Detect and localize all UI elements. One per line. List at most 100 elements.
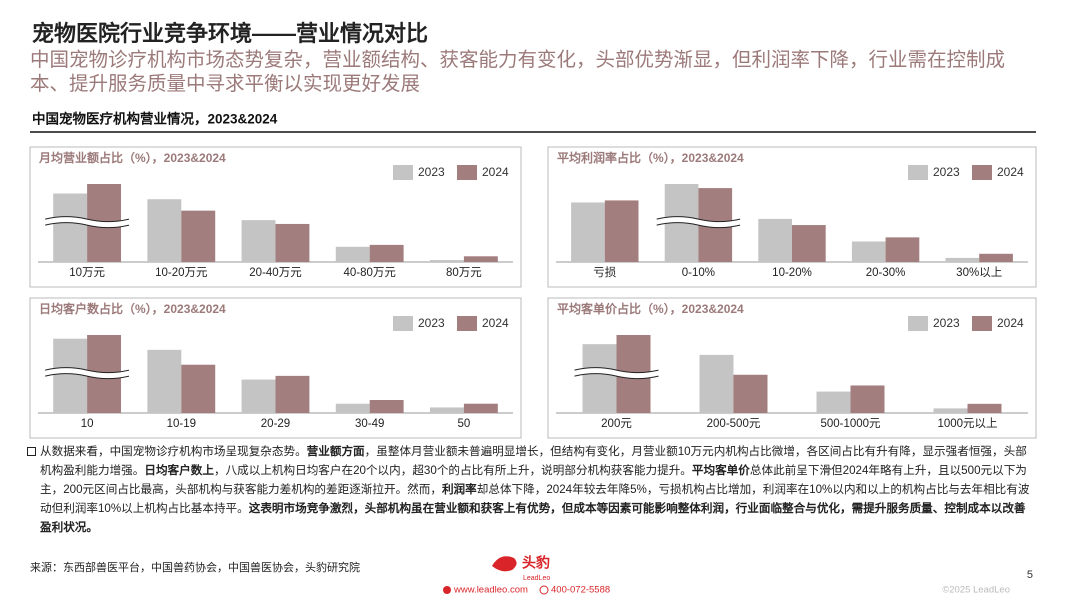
- summary-run: 从数据来看，中国宠物诊疗机构市场呈现复杂态势。: [40, 445, 307, 458]
- bar: [275, 223, 310, 262]
- bar: [571, 202, 605, 262]
- legend-swatch: [908, 165, 928, 180]
- bar: [582, 344, 617, 413]
- x-tick-label: 20-30%: [866, 267, 906, 279]
- bar: [945, 257, 980, 262]
- x-tick-label: 30-49: [355, 418, 384, 430]
- bar: [369, 244, 404, 262]
- bar: [369, 400, 404, 413]
- break-line: [656, 222, 741, 229]
- x-tick-label: 200元: [601, 418, 632, 430]
- summary-run: ，虽整体月营业额未普遍明显增长，但结构有变化，月营业额10万元内机构占比微增，各…: [40, 445, 1027, 477]
- bar: [241, 220, 276, 262]
- x-tick-label: 10-20%: [772, 267, 812, 279]
- break-gap: [656, 216, 741, 228]
- bar: [181, 210, 216, 262]
- chart-title: 平均利润率占比（%），2023&2024: [557, 150, 744, 165]
- break-line: [574, 373, 659, 380]
- bar: [181, 364, 216, 413]
- web-icon: [443, 586, 451, 594]
- bar: [429, 260, 464, 262]
- bar: [885, 237, 920, 262]
- x-tick-label: 10-19: [167, 418, 196, 430]
- legend-swatch: [908, 316, 928, 331]
- legend-swatch: [457, 165, 477, 180]
- x-tick-label: 50: [458, 418, 471, 430]
- summary-run: 这表明市场竞争激烈，头部机构虽在营业额和获客上有优势，但成本等因素可能影响整体利…: [40, 502, 1026, 534]
- x-tick-label: 40-80万元: [343, 267, 396, 279]
- legend-label: 2024: [997, 316, 1024, 330]
- x-tick-label: 500-1000元: [820, 418, 881, 430]
- x-tick-label: 10万元: [69, 267, 105, 279]
- break-line: [45, 216, 130, 223]
- bar: [147, 199, 182, 262]
- bullet: [27, 447, 36, 456]
- legend-label: 2024: [997, 165, 1024, 179]
- x-tick-label: 200-500元: [707, 418, 761, 430]
- break-gap: [45, 216, 130, 228]
- legend-label: 2023: [418, 165, 445, 179]
- summary: 从数据来看，中国宠物诊疗机构市场呈现复杂态势。营业额方面，虽整体月营业额未普遍明…: [40, 442, 1030, 537]
- legend-swatch: [393, 165, 413, 180]
- bar: [604, 200, 639, 262]
- legend-label: 2024: [482, 316, 509, 330]
- bar: [335, 403, 370, 413]
- bar: [933, 408, 968, 413]
- bar: [463, 256, 498, 262]
- bar: [850, 385, 885, 413]
- charts: 月均营业额占比（%），2023&2024 2023 2024 10万元 10-20万元 2…: [29, 146, 1037, 439]
- summary-run: 却总体下降，2024年较去年降5%，亏损机构占比增加，利润率在10%以内和以上的…: [40, 483, 1030, 515]
- bar: [147, 349, 182, 413]
- x-tick-label: 20-29: [261, 418, 290, 430]
- section-title: 中国宠物医疗机构营业情况，2023&2024: [32, 111, 278, 127]
- x-tick-label: 1000元以上: [937, 417, 997, 430]
- subtitle-box: 中国宠物诊疗机构市场态势复杂，营业额结构、获客能力有变化，头部优势渐显，但利润率…: [30, 49, 1006, 95]
- bar: [53, 338, 88, 413]
- bar: [816, 391, 851, 413]
- x-tick-label: 10: [81, 418, 94, 430]
- phone-icon: [539, 585, 549, 595]
- chart-title: 月均营业额占比（%），2023&2024: [38, 150, 226, 165]
- summary-run: 利润率: [441, 483, 477, 496]
- break-line: [45, 222, 130, 229]
- x-tick-label: 亏损: [593, 265, 616, 279]
- bar: [275, 375, 310, 413]
- copyright: ©2025 LeadLeo: [942, 585, 1010, 596]
- bar: [979, 253, 1013, 262]
- bar: [851, 241, 886, 262]
- bar: [792, 225, 826, 262]
- bar: [758, 218, 792, 262]
- x-tick-label: 0-10%: [682, 267, 715, 279]
- legend-swatch: [972, 316, 992, 331]
- bar: [241, 379, 276, 413]
- legend-label: 2023: [418, 316, 445, 330]
- bar: [463, 403, 498, 413]
- bar: [335, 246, 370, 262]
- page-number: 5: [1027, 569, 1033, 581]
- brand: 头豹: [522, 555, 550, 571]
- summary-run: 日均客户数上: [144, 464, 214, 477]
- title: 宠物医院行业竞争环境——营业情况对比: [32, 21, 428, 46]
- website: www.leadleo.com: [453, 585, 528, 596]
- bar: [733, 374, 768, 413]
- break-line: [45, 373, 130, 380]
- phone: 400-072-5588: [551, 585, 610, 596]
- legend-swatch: [457, 316, 477, 331]
- bar: [429, 407, 464, 413]
- x-tick-label: 80万元: [446, 267, 482, 279]
- legend-label: 2023: [933, 165, 960, 179]
- subtitle: 中国宠物诊疗机构市场态势复杂，营业额结构、获客能力有变化，头部优势渐显，但利润率…: [30, 49, 1006, 95]
- legend-swatch: [393, 316, 413, 331]
- summary-run: 平均客单价: [691, 464, 750, 477]
- brand-en: LeadLeo: [523, 575, 550, 582]
- break-gap: [574, 367, 659, 379]
- summary-run: 总体此前呈下滑但2024年略有上升，且以500元以下为主，200元区间占比最高，…: [40, 464, 1027, 496]
- chart-title: 日均客户数占比（%），2023&2024: [39, 301, 226, 316]
- break-line: [574, 367, 659, 374]
- x-tick-label: 10-20万元: [155, 267, 208, 279]
- logo-icon: [492, 556, 517, 572]
- break-line: [656, 216, 741, 223]
- legend-swatch: [972, 165, 992, 180]
- break-gap: [45, 367, 130, 379]
